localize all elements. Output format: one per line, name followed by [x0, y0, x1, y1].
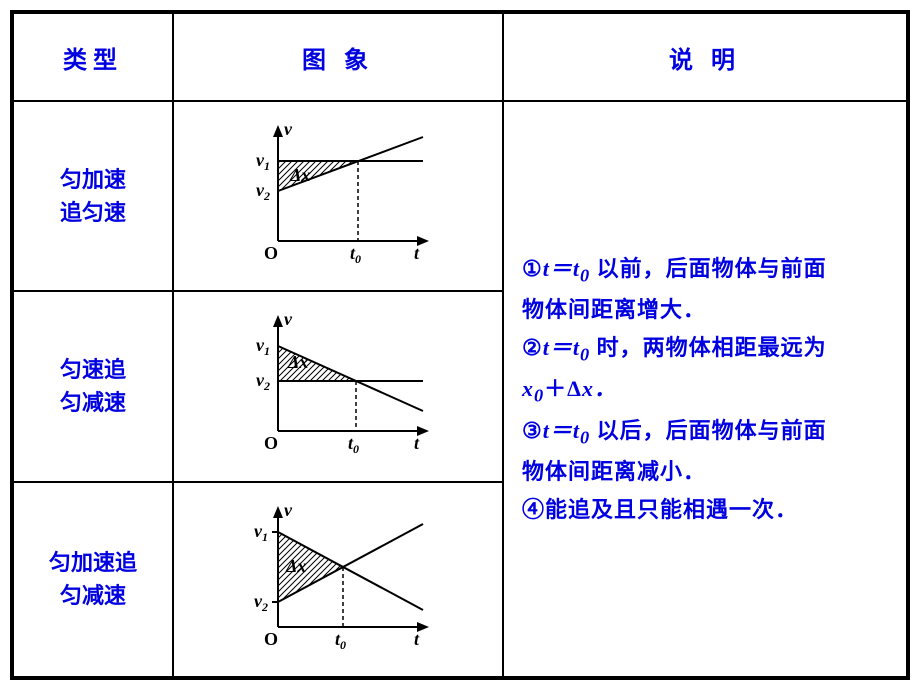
graph-cell-1: v v1 v2 O t0 t Δx — [173, 101, 503, 291]
type-label: 匀加速追 — [49, 550, 137, 575]
type-label: 匀减速 — [60, 583, 126, 608]
desc-line: ④能追及且只能相遇一次． — [522, 497, 798, 522]
type-cell-3: 匀加速追 匀减速 — [13, 482, 173, 677]
svg-text:t: t — [414, 433, 420, 453]
desc-line: ①t＝t0 以前，后面物体与前面 — [522, 256, 827, 281]
svg-text:t: t — [414, 243, 420, 263]
graph-cell-3: v v1 v2 O t0 t Δx — [173, 482, 503, 677]
svg-text:O: O — [264, 629, 278, 649]
desc-line: x0＋Δx． — [522, 376, 617, 401]
header-row: 类型 图 象 说 明 — [13, 13, 907, 101]
svg-text:v: v — [284, 500, 293, 520]
svg-text:t: t — [414, 629, 420, 649]
desc-line: ③t＝t0 以后，后面物体与前面 — [522, 418, 827, 443]
svg-text:v1: v1 — [256, 150, 270, 173]
svg-text:t0: t0 — [350, 243, 361, 266]
vt-graph-accel-vs-const: v v1 v2 O t0 t Δx — [228, 111, 448, 281]
desc-line: 物体间距离减小． — [522, 459, 706, 484]
type-cell-1: 匀加速 追匀速 — [13, 101, 173, 291]
svg-text:v2: v2 — [256, 370, 270, 393]
svg-text:Δx: Δx — [289, 165, 310, 185]
svg-text:t0: t0 — [348, 433, 359, 456]
type-label: 匀速追 — [60, 357, 126, 382]
type-label: 匀加速 — [60, 167, 126, 192]
physics-table: 类型 图 象 说 明 匀加速 追匀速 — [10, 10, 910, 680]
svg-text:Δx: Δx — [287, 352, 308, 372]
desc-line: ②t＝t0 时，两物体相距最远为 — [522, 335, 827, 360]
svg-text:v: v — [284, 309, 293, 329]
header-graph: 图 象 — [173, 13, 503, 101]
table-row: 匀加速 追匀速 — [13, 101, 907, 291]
svg-text:v1: v1 — [254, 521, 268, 544]
header-type: 类型 — [13, 13, 173, 101]
vt-graph-const-vs-decel: v v1 v2 O t0 t Δx — [228, 301, 448, 471]
type-cell-2: 匀速追 匀减速 — [13, 291, 173, 481]
type-label: 追匀速 — [60, 200, 126, 225]
main-table: 类型 图 象 说 明 匀加速 追匀速 — [12, 12, 908, 678]
svg-text:v1: v1 — [256, 335, 270, 358]
description-cell: ①t＝t0 以前，后面物体与前面 物体间距离增大． ②t＝t0 时，两物体相距最… — [503, 101, 907, 677]
svg-text:O: O — [264, 433, 278, 453]
svg-text:t0: t0 — [335, 629, 346, 652]
type-label: 匀减速 — [60, 390, 126, 415]
graph-cell-2: v v1 v2 O t0 t Δx — [173, 291, 503, 481]
svg-text:v2: v2 — [256, 180, 270, 203]
vt-graph-accel-vs-decel: v v1 v2 O t0 t Δx — [228, 492, 448, 667]
desc-line: 物体间距离增大． — [522, 297, 706, 322]
svg-text:v2: v2 — [254, 591, 268, 614]
svg-text:O: O — [264, 243, 278, 263]
svg-text:Δx: Δx — [285, 556, 306, 576]
axis-label-v: v — [284, 119, 293, 139]
header-desc: 说 明 — [503, 13, 907, 101]
